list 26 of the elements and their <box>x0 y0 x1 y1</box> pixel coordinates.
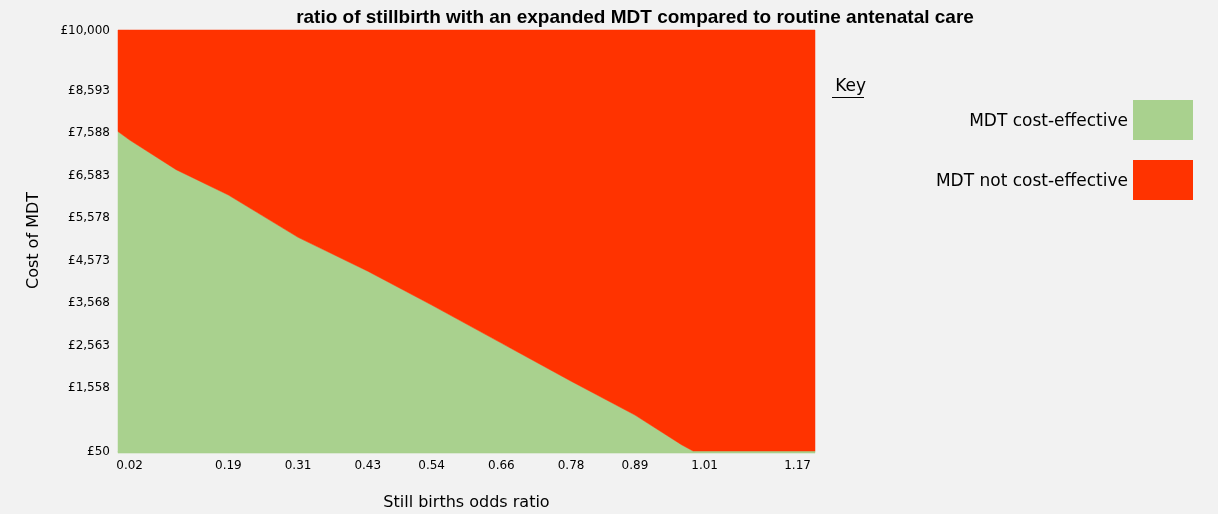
y-tick-label: £5,578 <box>68 210 110 225</box>
y-tick-label: £50 <box>87 444 110 458</box>
x-tick-label: 0.54 <box>418 458 446 472</box>
y-tick-label: £6,583 <box>68 167 110 182</box>
x-axis-title: Still births odds ratio <box>383 491 550 511</box>
legend-label: MDT cost-effective <box>969 110 1128 130</box>
y-tick-label: £8,593 <box>68 82 110 97</box>
x-tick-label: 0.66 <box>487 458 515 472</box>
legend-label: MDT not cost-effective <box>935 170 1128 190</box>
y-tick-label: £3,568 <box>68 295 110 310</box>
y-tick-label: £1,558 <box>68 380 110 395</box>
y-tick-label: £10,000 <box>60 23 110 37</box>
x-tick-label: 0.43 <box>354 458 382 472</box>
chart-title: ratio of stillbirth with an expanded MDT compared to routine antenatal care <box>296 6 974 27</box>
x-tick-label: 0.19 <box>215 458 242 472</box>
y-axis-title: Cost of MDT <box>22 191 42 290</box>
legend-title: Key <box>835 74 867 95</box>
y-tick-label: £4,573 <box>68 252 110 267</box>
x-tick-label: 0.78 <box>557 458 585 472</box>
x-tick-label: 0.89 <box>621 458 649 472</box>
y-tick-label: £7,588 <box>68 125 110 140</box>
x-tick-label: 0.02 <box>116 458 143 472</box>
x-tick-label: 0.31 <box>284 458 312 472</box>
x-tick-label: 1.17 <box>784 458 811 472</box>
x-tick-label: 1.01 <box>691 458 718 472</box>
y-tick-label: £2,563 <box>68 337 110 352</box>
